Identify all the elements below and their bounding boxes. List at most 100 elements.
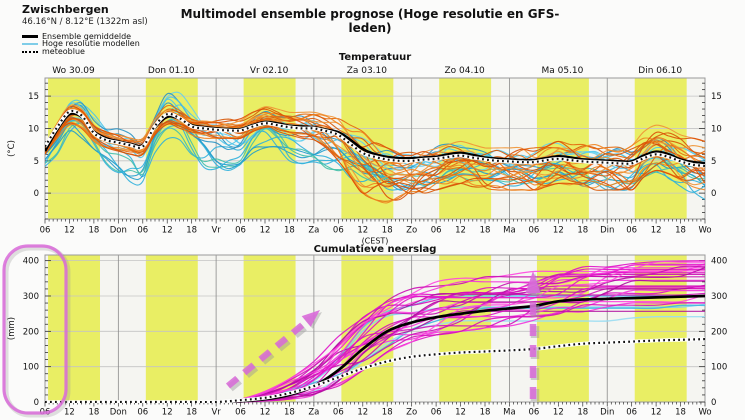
hour-label: 06 [235,226,246,236]
y-tick-label: 10 [711,124,722,134]
midnight-label: Zo [406,226,417,236]
chart-title: Temperatuur [339,52,411,63]
y-tick-label: 400 [23,257,39,267]
hour-label: 06 [137,226,148,236]
hour-label: 12 [455,408,466,418]
y-tick-label: 15 [28,92,39,102]
midnight-label: Don [110,226,127,236]
day-title: Vr 02.10 [250,66,289,76]
hour-label: 12 [553,408,564,418]
hour-label: 12 [357,226,368,236]
annotation-arrowhead [301,310,320,327]
y-tick-label: 200 [711,327,727,337]
daytime-band [145,255,198,402]
midnight-label: Ma [503,408,516,418]
gfs-member-line [45,112,705,182]
hour-label: 06 [528,226,539,236]
dotted-line-sample-icon [22,50,38,53]
hires-line-sample-icon [22,43,38,46]
y-tick-label: 0 [34,189,39,199]
midnight-label: Ma [503,226,516,236]
page-title: Multimodel ensemble prognose (Hoge resol… [180,7,560,35]
hour-label: 06 [431,408,442,418]
day-title: Din 06.10 [638,66,682,76]
midnight-label: Za [308,408,319,418]
hour-label: 18 [480,226,491,236]
hour-label: 12 [260,408,271,418]
timezone-label: (CEST) [362,237,389,246]
y-tick-label: 100 [711,363,727,373]
hour-label: 18 [284,408,295,418]
hour-label: 06 [431,226,442,236]
temperature-chart: 0 0 5 5 10 10 15 15 06 12 18 Don 06 12 18 Vr 06 12 18 Za 06 1… [7,52,722,246]
midnight-label: Din [600,226,614,236]
chart-legend: Ensemble gemiddelde Hoge resolutie model… [22,31,140,56]
midnight-label: Don [110,408,127,418]
midnight-label: Wo [698,226,711,236]
y-tick-label: 100 [23,363,39,373]
y-tick-label: 5 [711,157,716,167]
mean-line-sample-icon [22,35,38,39]
y-tick-label: 15 [711,92,722,102]
day-title: Ma 05.10 [541,66,583,76]
meteoblue-line [45,109,705,168]
hour-label: 06 [333,226,344,236]
meteoblue-line [45,338,705,403]
data-lines [45,91,705,204]
hour-label: 18 [382,408,393,418]
hour-label: 06 [528,408,539,418]
hour-label: 12 [260,226,271,236]
hour-label: 06 [235,408,246,418]
hour-label: 12 [64,408,75,418]
midnight-label: Za [308,226,319,236]
hour-label: 12 [651,408,662,418]
hour-label: 18 [88,226,99,236]
gfs-member-line [45,108,705,185]
station-name: Zwischbergen [22,3,109,16]
hour-label: 18 [577,408,588,418]
y-axis-unit: (°C) [7,140,17,157]
midnight-label: Zo [406,408,417,418]
hour-label: 18 [577,226,588,236]
legend-item-ensemble-mean: Ensemble gemiddelde [22,31,140,41]
legend-item-label: Hoge resolutie modellen [42,39,140,49]
daytime-band [634,255,687,402]
hand-annotations [2,244,543,418]
y-axis-unit: (mm) [7,317,17,340]
hour-label: 12 [651,226,662,236]
legend-item-meteoblue: meteoblue [22,46,140,56]
annotation-arrowhead [525,271,541,293]
daytime-band [48,78,100,219]
hour-label: 12 [357,408,368,418]
hour-label: 12 [162,408,173,418]
hour-label: 18 [88,408,99,418]
annotation-axis-highlight [2,244,68,415]
legend-item-hires-models: Hoge resolutie modellen [22,39,140,49]
hour-label: 18 [284,226,295,236]
legend-item-label: meteoblue [42,46,85,56]
hour-label: 06 [626,408,637,418]
hour-label: 06 [40,226,51,236]
midnight-label: Vr [211,408,221,418]
y-tick-label: 0 [711,189,716,199]
hour-label: 06 [137,408,148,418]
station-coordinates: 46.16°N / 8.12°E (1322m asl) [22,17,148,27]
hour-label: 18 [186,226,197,236]
day-title: Wo 30.09 [52,66,95,76]
legend-item-label: Ensemble gemiddelde [42,31,132,41]
hour-label: 06 [626,226,637,236]
y-tick-label: 300 [23,292,39,302]
midnight-label: Wo [698,408,711,418]
hour-label: 12 [553,226,564,236]
hour-label: 18 [675,226,686,236]
hour-label: 12 [162,226,173,236]
hour-label: 12 [64,226,75,236]
chart-title: Cumulatieve neerslag [314,244,437,255]
y-tick-label: 10 [28,124,39,134]
day-title: Zo 04.10 [444,66,485,76]
hour-label: 06 [333,408,344,418]
y-tick-label: 300 [711,292,727,302]
hour-label: 18 [675,408,686,418]
